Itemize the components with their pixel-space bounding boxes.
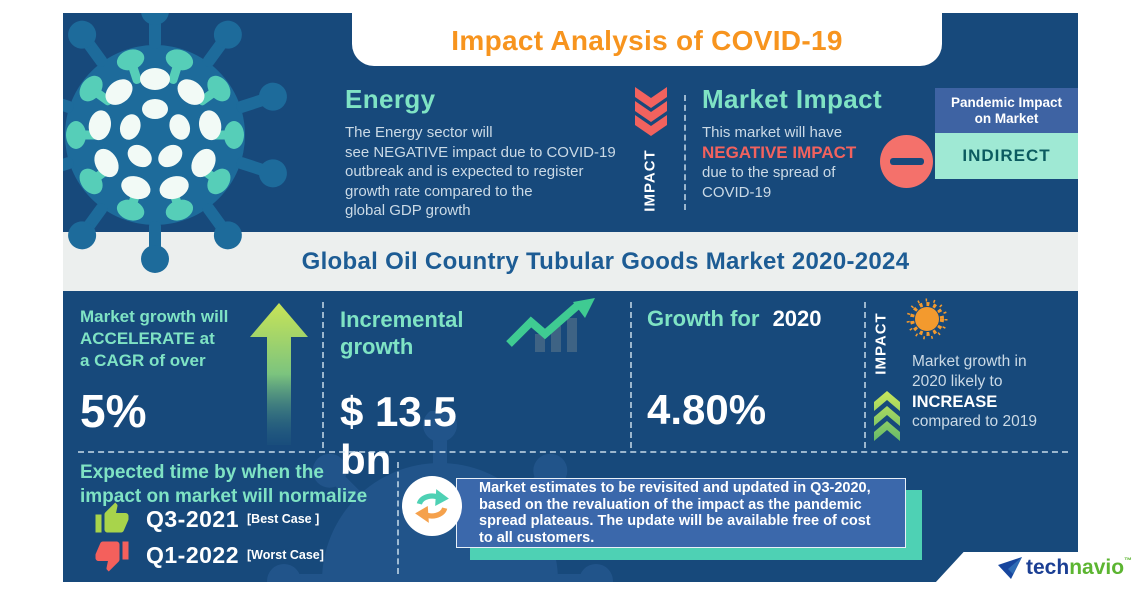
impact-note-lastline: compared to 2019	[912, 413, 1037, 430]
pandemic-impact-value: INDIRECT	[935, 133, 1078, 179]
virus-small-icon	[906, 298, 948, 340]
impact-note-lines: Market growth in 2020 likely to	[912, 353, 1027, 390]
market-impact-line1: This market will have	[702, 124, 843, 141]
best-case-value: Q3-2021	[146, 505, 240, 532]
logo-trademark: ™	[1124, 556, 1133, 565]
bottom-horizontal-divider	[78, 451, 1068, 453]
worst-case-row: Q1-2022 [Worst Case]	[92, 537, 324, 573]
market-impact-heading: Market Impact	[702, 84, 883, 114]
growth-up-arrow-icon	[250, 303, 308, 445]
normalize-heading: Expected time by when the impact on mark…	[80, 462, 368, 507]
stats-divider-3	[864, 302, 866, 448]
impact-vertical-label-bottom: IMPACT	[872, 311, 890, 375]
market-impact-section: Market Impact This market will have NEGA…	[702, 84, 887, 203]
thumbs-down-icon	[95, 541, 129, 572]
cagr-value: 5%	[80, 385, 147, 437]
refresh-arrows-icon	[415, 489, 449, 523]
energy-section: Energy The Energy sector will see NEGATI…	[345, 84, 637, 221]
market-title: Global Oil Country Tubular Goods Market …	[301, 247, 910, 275]
stats-divider-1	[322, 302, 324, 448]
trend-line-icon	[506, 298, 595, 352]
pandemic-impact-box: Pandemic Impact on Market INDIRECT	[935, 88, 1078, 179]
normalize-section: Expected time by when the impact on mark…	[80, 461, 400, 509]
growth-2020-year: 2020	[772, 306, 822, 331]
impact-note-text: Market growth in 2020 likely to INCREASE…	[912, 352, 1077, 432]
lower-divider	[397, 462, 399, 574]
top-section-divider	[684, 95, 686, 210]
top-banner: Impact Analysis of COVID-19	[352, 0, 942, 66]
negative-impact-minus-icon	[880, 135, 933, 188]
revision-note-box: Market estimates to be revisited and upd…	[456, 478, 906, 548]
thumbs-up-icon	[95, 502, 129, 533]
pandemic-impact-title: Pandemic Impact on Market	[935, 88, 1078, 133]
market-impact-highlight: NEGATIVE IMPACT	[702, 143, 857, 162]
worst-case-note: [Worst Case]	[247, 548, 324, 562]
growth-2020-heading: Growth for	[647, 306, 760, 331]
cagr-stat: Market growth will ACCELERATE at a CAGR …	[80, 306, 265, 438]
technavio-mark-icon	[998, 557, 1022, 579]
coronavirus-illustration-icon	[63, 13, 291, 273]
incremental-growth-value: $ 13.5 bn	[340, 388, 457, 483]
revision-note-text: Market estimates to be revisited and upd…	[479, 480, 871, 546]
energy-body: The Energy sector will see NEGATIVE impa…	[345, 124, 616, 219]
logo-text-tech: tech	[1026, 556, 1070, 579]
growth-2020-value: 4.80%	[647, 386, 767, 433]
technavio-logo: technavio™	[998, 556, 1132, 580]
logo-text-navio: navio	[1069, 556, 1125, 579]
worst-case-value: Q1-2022	[146, 541, 240, 568]
energy-heading: Energy	[345, 84, 436, 114]
stats-divider-2	[630, 302, 632, 448]
incremental-growth-heading: Incremental growth	[340, 307, 464, 359]
impact-down-chevrons-icon	[635, 87, 667, 136]
impact-vertical-label-top: IMPACT	[641, 148, 659, 212]
market-impact-rest: due to the spread of COVID-19	[702, 164, 836, 201]
increase-up-chevrons-icon	[874, 391, 900, 441]
growth-2020-stat: Growth for 2020 4.80%	[647, 306, 847, 434]
best-case-note: [Best Case ]	[247, 512, 320, 526]
incremental-growth-stat: Incremental growth $ 13.5 bn	[340, 306, 510, 484]
banner-title: Impact Analysis of COVID-19	[451, 25, 843, 56]
impact-note-highlight: INCREASE	[912, 393, 998, 411]
best-case-row: Q3-2021 [Best Case ]	[92, 501, 319, 537]
refresh-icon-circle	[402, 476, 462, 536]
cagr-heading: Market growth will ACCELERATE at a CAGR …	[80, 307, 229, 370]
